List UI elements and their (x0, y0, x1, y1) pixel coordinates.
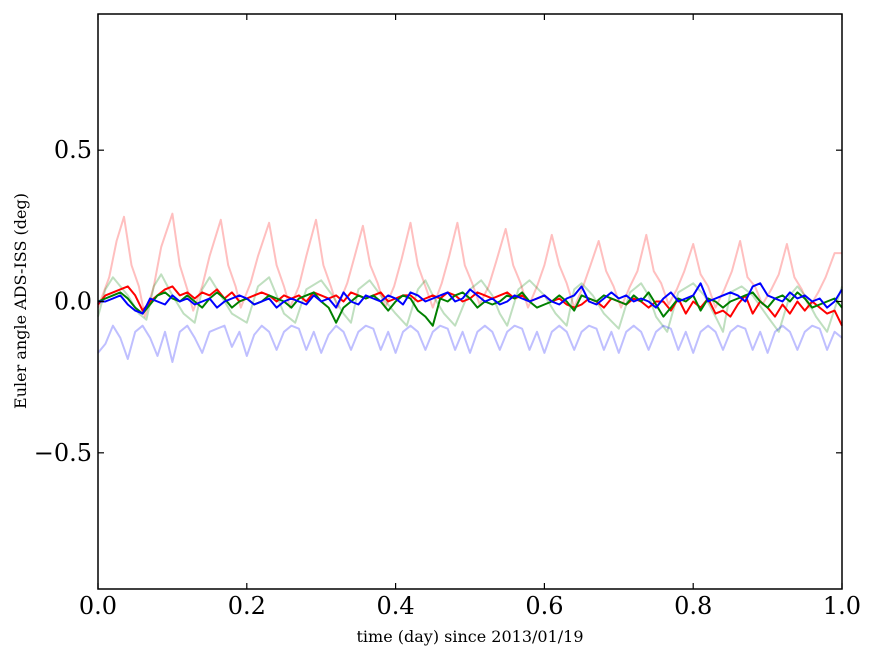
series-line-1 (97, 273, 843, 333)
y-tick-label: 0.0 (54, 288, 92, 316)
x-tick-label: 0.6 (525, 592, 563, 620)
series-line-2 (97, 324, 843, 363)
x-tick-label: 0.4 (377, 592, 415, 620)
x-tick-label: 0.8 (674, 592, 712, 620)
series-layer (97, 212, 843, 363)
series-line-0 (97, 212, 842, 318)
x-axis-label: time (day) since 2013/01/19 (356, 627, 583, 646)
y-tick-label: −0.5 (34, 439, 92, 467)
tick-layer: 0.0 0.2 0.4 0.6 0.8 1.0 0.5 0.0 −0.5 (34, 14, 861, 620)
series-line-4 (97, 291, 843, 327)
x-tick-label: 0.2 (228, 592, 266, 620)
y-axis-label: Euler angle ADS-ISS (deg) (11, 193, 30, 409)
y-tick-label: 0.5 (54, 136, 92, 164)
x-tick-label: 0.0 (79, 592, 117, 620)
x-tick-label: 1.0 (823, 592, 861, 620)
series-line-5 (98, 282, 843, 315)
